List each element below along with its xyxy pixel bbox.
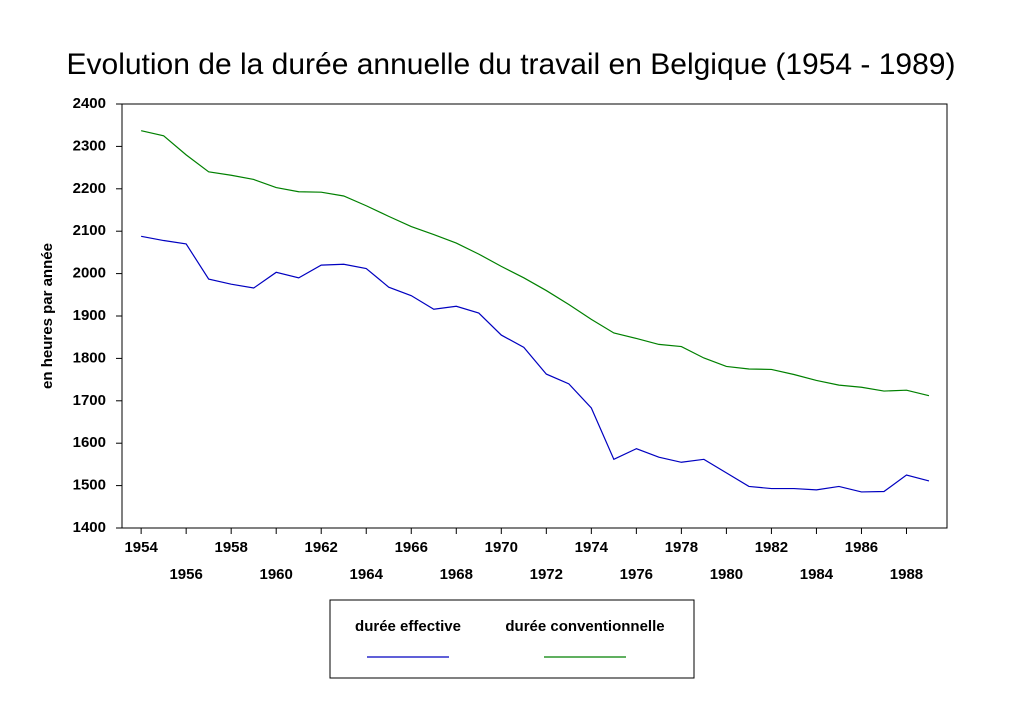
x-tick-label: 1970 xyxy=(485,539,518,556)
y-tick-label: 1500 xyxy=(73,477,106,494)
x-tick-label: 1960 xyxy=(260,566,293,583)
data-line xyxy=(141,235,930,493)
y-tick-label: 2400 xyxy=(73,95,106,112)
y-tick-label: 2300 xyxy=(73,137,106,154)
y-tick-label: 1700 xyxy=(73,392,106,409)
x-tick-label: 1954 xyxy=(124,539,158,556)
x-tick-label: 1986 xyxy=(845,539,878,556)
x-tick-label: 1984 xyxy=(800,566,834,583)
x-tick-label: 1988 xyxy=(890,566,923,583)
y-tick-label: 1900 xyxy=(73,307,106,324)
data-line xyxy=(141,130,930,397)
x-tick-label: 1978 xyxy=(665,539,698,556)
legend-label: durée effective xyxy=(355,618,461,635)
y-tick-label: 2200 xyxy=(73,180,106,197)
x-tick-label: 1964 xyxy=(350,566,384,583)
x-tick-label: 1974 xyxy=(575,539,609,556)
x-tick-label: 1968 xyxy=(440,566,473,583)
plot-frame xyxy=(121,103,948,529)
x-tick-label: 1972 xyxy=(530,566,563,583)
x-tick-label: 1966 xyxy=(395,539,428,556)
x-tick-label: 1956 xyxy=(169,566,202,583)
x-tick-label: 1982 xyxy=(755,539,788,556)
x-tick-label: 1962 xyxy=(305,539,338,556)
y-tick-label: 1800 xyxy=(73,349,106,366)
chart-title: Evolution de la durée annuelle du travai… xyxy=(67,48,956,81)
x-tick-label: 1980 xyxy=(710,566,743,583)
y-tick-label: 1400 xyxy=(73,519,106,536)
y-tick-label: 2100 xyxy=(73,222,106,239)
legend-box xyxy=(329,599,695,679)
legend-label: durée conventionnelle xyxy=(505,618,664,635)
y-axis-label: en heures par année xyxy=(39,243,56,389)
y-tick-label: 1600 xyxy=(73,434,106,451)
x-tick-label: 1958 xyxy=(214,539,247,556)
y-tick-label: 2000 xyxy=(73,265,106,282)
x-tick-label: 1976 xyxy=(620,566,653,583)
